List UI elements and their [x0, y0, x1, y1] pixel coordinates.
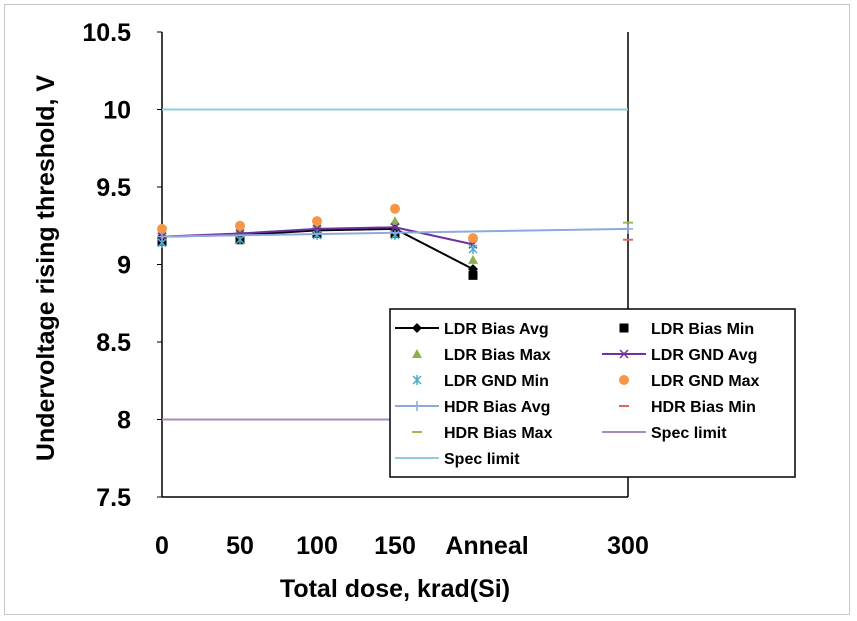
legend-label: HDR Bias Avg	[444, 399, 550, 416]
legend-marker	[619, 349, 629, 359]
legend-label: LDR Bias Min	[651, 321, 754, 338]
legend-label: Spec limit	[651, 425, 727, 442]
legend-label: LDR GND Min	[444, 373, 549, 390]
x-tick-label: 0	[155, 532, 169, 560]
legend-label: Spec limit	[444, 451, 520, 468]
x-marker-stroke	[390, 222, 400, 232]
legend-box	[389, 308, 796, 478]
data-point	[468, 254, 478, 264]
data-point	[468, 233, 478, 244]
legend-marker	[619, 323, 629, 333]
x-axis-title: Total dose, krad(Si)	[280, 575, 510, 603]
legend-label: LDR GND Max	[651, 373, 760, 390]
x-tick-label: 300	[607, 532, 649, 560]
legend-marker	[412, 375, 422, 385]
legend-marker	[619, 375, 629, 385]
series-6	[157, 223, 633, 242]
data-point	[390, 222, 400, 232]
data-point	[157, 231, 167, 242]
data-point	[468, 244, 478, 254]
legend-marker	[412, 349, 422, 358]
data-point	[235, 220, 245, 231]
data-point	[235, 234, 245, 245]
x-tick-label: Anneal	[445, 532, 528, 560]
legend: LDR Bias Avg LDR Bias Min LDR Bias Max LDR …	[389, 308, 796, 478]
x-tick-label: 50	[226, 532, 254, 560]
y-axis-title: Undervoltage rising threshold, V	[32, 75, 60, 461]
y-tick-label: 8.5	[96, 329, 131, 357]
legend-marker	[412, 323, 422, 333]
x-marker-stroke	[619, 349, 629, 359]
x-tick-label: 150	[374, 532, 416, 560]
legend-label: HDR Bias Max	[444, 425, 553, 442]
series-5	[157, 203, 478, 244]
data-point	[390, 216, 400, 226]
data-point	[390, 203, 400, 214]
data-point	[468, 270, 478, 280]
y-tick-label: 10	[103, 97, 131, 125]
y-tick-label: 8	[117, 407, 131, 435]
x-tick-label: 100	[296, 532, 338, 560]
legend-label: LDR Bias Max	[444, 347, 551, 364]
legend-label: LDR GND Avg	[651, 347, 757, 364]
data-point	[312, 230, 322, 241]
x-tick-labels: 0 50 100 150 Anneal 300	[155, 532, 649, 560]
y-tick-label: 10.5	[82, 19, 131, 47]
legend-marker	[412, 401, 422, 411]
y-tick-label: 9	[117, 252, 131, 280]
data-point	[623, 223, 633, 234]
legend-label: HDR Bias Min	[651, 399, 756, 416]
data-point	[157, 223, 167, 234]
y-tick-labels: 7.5 8 8.5 9 9.5 10 10.5	[82, 19, 162, 512]
y-tick-label: 7.5	[96, 484, 131, 512]
data-point	[312, 216, 322, 227]
series-line	[161, 227, 629, 238]
chart-frame	[4, 4, 850, 615]
legend-label: LDR Bias Avg	[444, 321, 549, 338]
y-tick-label: 9.5	[96, 174, 131, 202]
